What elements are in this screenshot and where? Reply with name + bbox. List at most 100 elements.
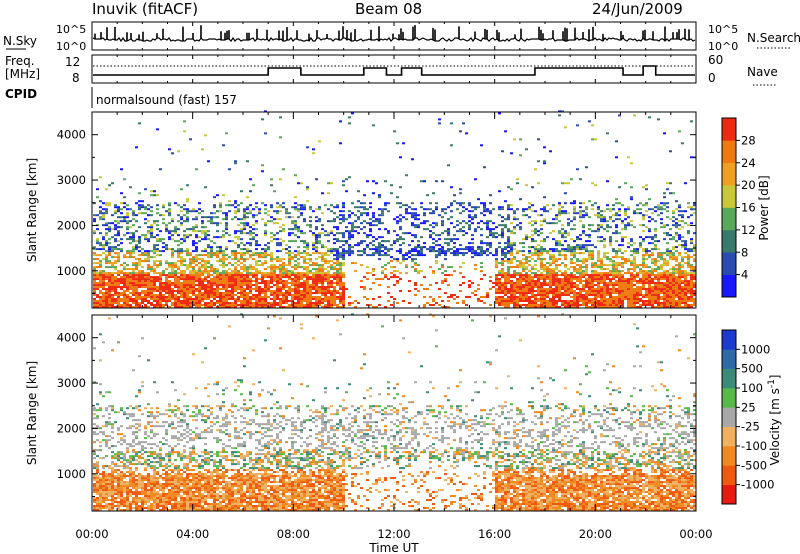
- heatmap-cell: [597, 276, 600, 279]
- heatmap-cell: [609, 282, 612, 285]
- heatmap-cell: [339, 302, 342, 305]
- heatmap-cell: [108, 280, 111, 283]
- heatmap-cell: [486, 296, 489, 299]
- heatmap-cell: [153, 286, 156, 289]
- heatmap-cell: [540, 240, 543, 243]
- heatmap-cell: [513, 286, 516, 289]
- heatmap-cell: [174, 278, 177, 281]
- heatmap-cell: [636, 296, 639, 299]
- heatmap-cell: [426, 208, 429, 211]
- heatmap-cell: [372, 306, 375, 308]
- heatmap-cell: [342, 184, 345, 187]
- heatmap-cell: [243, 288, 246, 291]
- heatmap-cell: [261, 306, 264, 308]
- heatmap-cell: [138, 284, 141, 287]
- heatmap-cell: [636, 288, 639, 291]
- heatmap-cell: [597, 252, 600, 255]
- heatmap-cell: [93, 280, 96, 283]
- heatmap-cell: [123, 202, 126, 205]
- heatmap-cell: [642, 204, 645, 207]
- heatmap-cell: [135, 286, 138, 289]
- heatmap-cell: [222, 236, 225, 239]
- heatmap-cell: [243, 228, 246, 231]
- heatmap-cell: [501, 260, 504, 263]
- heatmap-cell: [147, 240, 150, 243]
- heatmap-cell: [594, 274, 597, 277]
- heatmap-cell: [360, 202, 363, 205]
- heatmap-cell: [225, 248, 228, 251]
- heatmap-cell: [471, 216, 474, 219]
- heatmap-cell: [630, 198, 633, 201]
- heatmap-cell: [186, 306, 189, 308]
- heatmap-cell: [381, 272, 384, 275]
- heatmap-cell: [159, 168, 162, 171]
- heatmap-cell: [120, 212, 123, 215]
- heatmap-cell: [183, 220, 186, 223]
- heatmap-cell: [243, 278, 246, 281]
- heatmap-cell: [618, 294, 621, 297]
- heatmap-cell: [219, 306, 222, 308]
- heatmap-cell: [528, 276, 531, 279]
- heatmap-cell: [297, 272, 300, 275]
- heatmap-cell: [210, 290, 213, 293]
- heatmap-cell: [489, 252, 492, 255]
- heatmap-cell: [198, 272, 201, 275]
- heatmap-cell: [342, 288, 345, 291]
- heatmap-cell: [435, 244, 438, 247]
- heatmap-cell: [243, 298, 246, 301]
- heatmap-cell: [117, 244, 120, 247]
- heatmap-cell: [546, 252, 549, 255]
- heatmap-cell: [417, 264, 420, 267]
- heatmap-cell: [636, 272, 639, 275]
- heatmap-cell: [102, 202, 105, 205]
- heatmap-cell: [174, 286, 177, 289]
- heatmap-cell: [378, 304, 381, 307]
- heatmap-cell: [576, 252, 579, 255]
- heatmap-cell: [156, 228, 159, 231]
- heatmap-cell: [375, 306, 378, 308]
- heatmap-cell: [255, 286, 258, 289]
- heatmap-cell: [642, 256, 645, 259]
- heatmap-cell: [525, 290, 528, 293]
- heatmap-cell: [561, 232, 564, 235]
- heatmap-cell: [117, 248, 120, 251]
- heatmap-cell: [327, 300, 330, 303]
- heatmap-cell: [312, 298, 315, 301]
- heatmap-cell: [504, 274, 507, 277]
- heatmap-cell: [465, 296, 468, 299]
- heatmap-cell: [102, 288, 105, 291]
- heatmap-cell: [531, 266, 534, 269]
- heatmap-cell: [399, 278, 402, 281]
- heatmap-cell: [627, 304, 630, 307]
- heatmap-cell: [438, 248, 441, 251]
- heatmap-cell: [504, 286, 507, 289]
- heatmap-cell: [600, 298, 603, 301]
- heatmap-cell: [486, 224, 489, 227]
- heatmap-cell: [558, 204, 561, 207]
- heatmap-cell: [249, 280, 252, 283]
- heatmap-cell: [147, 294, 150, 297]
- heatmap-cell: [153, 220, 156, 223]
- heatmap-cell: [588, 200, 591, 203]
- heatmap-cell: [225, 292, 228, 295]
- heatmap-cell: [264, 248, 267, 251]
- heatmap-cell: [312, 302, 315, 305]
- heatmap-cell: [279, 264, 282, 267]
- heatmap-cell: [132, 272, 135, 275]
- heatmap-cell: [453, 298, 456, 301]
- heatmap-cell: [654, 260, 657, 263]
- heatmap-cell: [528, 290, 531, 293]
- heatmap-cell: [375, 278, 378, 281]
- heatmap-cell: [414, 268, 417, 271]
- heatmap-cell: [108, 238, 111, 241]
- heatmap-cell: [519, 296, 522, 299]
- heatmap-cell: [300, 266, 303, 269]
- heatmap-cell: [222, 302, 225, 305]
- heatmap-cell: [633, 306, 636, 308]
- heatmap-cell: [384, 248, 387, 251]
- heatmap-cell: [348, 234, 351, 237]
- heatmap-cell: [501, 286, 504, 289]
- heatmap-cell: [447, 232, 450, 235]
- heatmap-cell: [315, 228, 318, 231]
- heatmap-cell: [255, 244, 258, 247]
